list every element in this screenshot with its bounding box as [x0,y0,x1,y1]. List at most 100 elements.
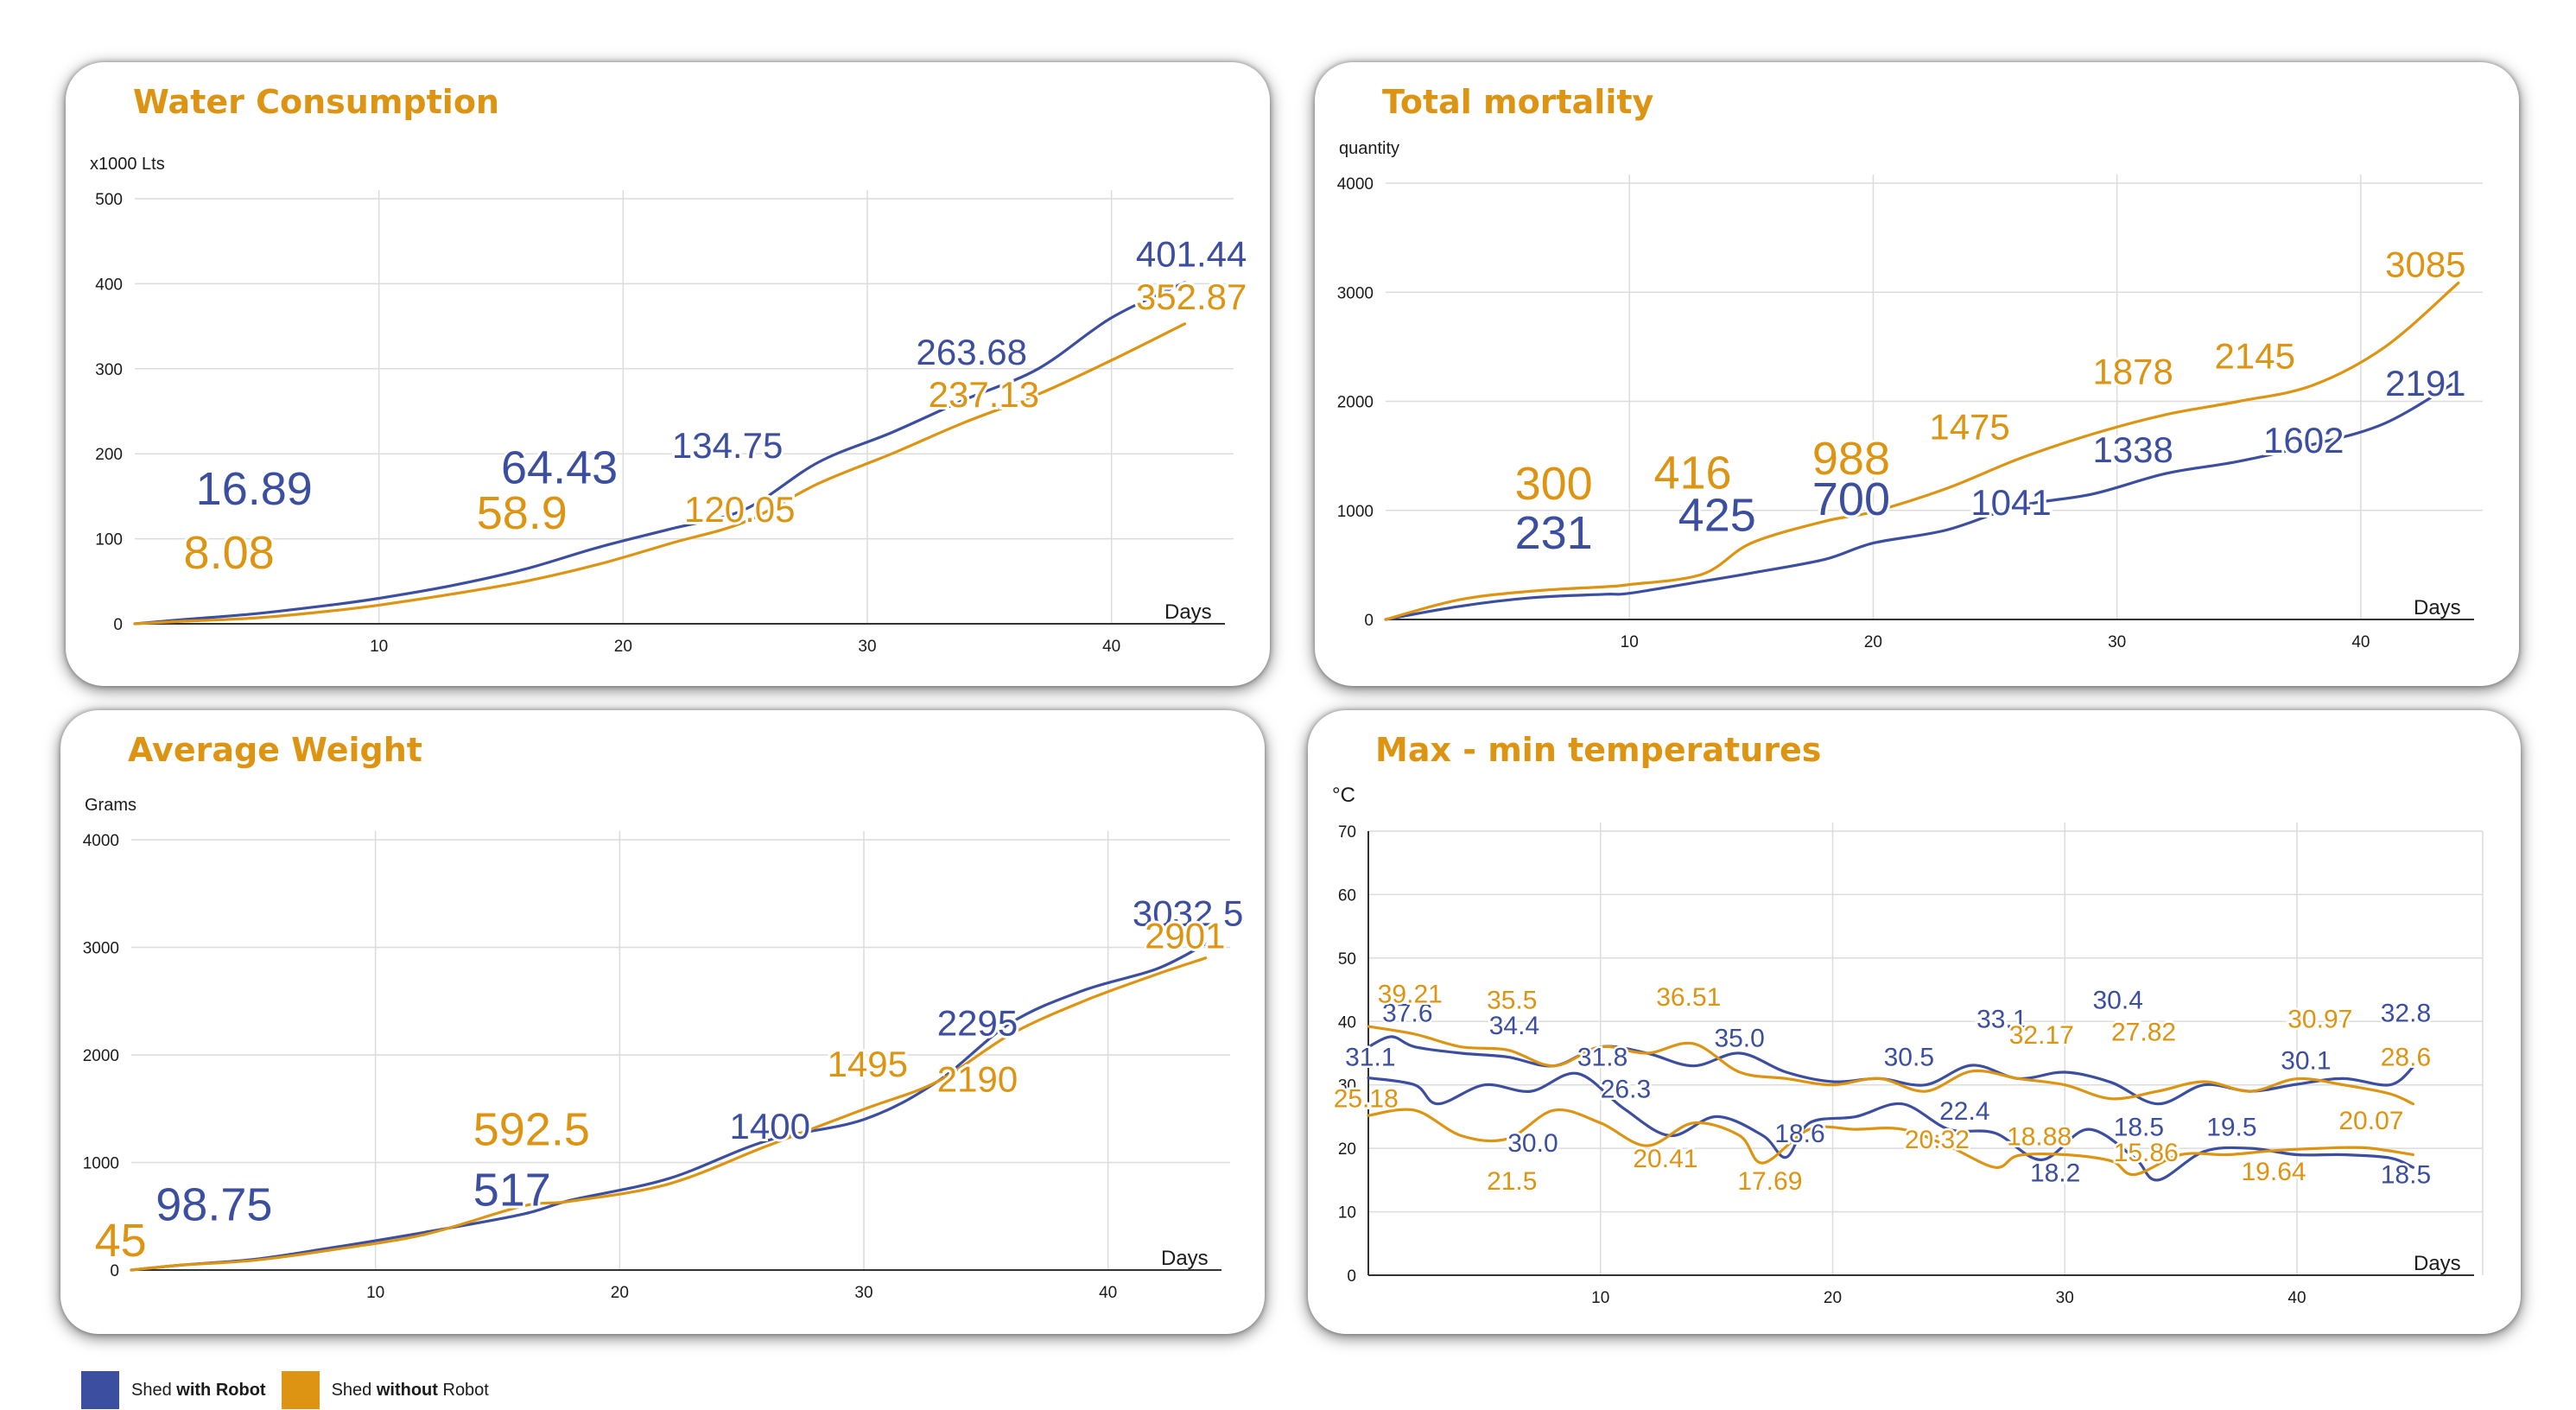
series-line-robot [1384,378,2460,621]
x-tick-label: 10 [370,638,388,656]
series-line-robot [133,281,1187,626]
x-tick-label: 40 [1102,638,1120,656]
y-tick-label: 3000 [1337,284,1374,302]
data-label-robot: 19.5 [2206,1113,2256,1141]
x-axis-label: Days [2414,596,2461,619]
y-tick-label: 40 [1338,1013,1356,1032]
data-label-robot: 31.1 [1345,1044,1395,1072]
data-label-robot: 30.1 [2281,1046,2331,1075]
legend-label-robot: Shed with Robot [131,1380,266,1400]
y-axis-label: °C [1332,784,1355,807]
water-consumption-panel: Water Consumption 0 100 200 300 400 500 10 20 30… [66,62,1270,686]
data-label-noRobot: 30.97 [2287,1006,2352,1034]
series-line-robot [1367,1071,2414,1182]
y-tick-label: 60 [1338,886,1356,905]
x-tick-label: 20 [1824,1289,1842,1307]
data-label-robot: 30.4 [2093,987,2143,1015]
data-label-robot: 35.0 [1714,1025,1764,1053]
data-label-robot: 26.3 [1601,1075,1651,1103]
data-label-noRobot: 300 [1515,458,1593,510]
series-line-noRobot [1367,1108,2414,1177]
water-consumption-chart: 0 100 200 300 400 500 10 20 30 40 x1000 Lts Days 16.… [90,155,1249,656]
y-axis-label: quantity [1339,139,1399,158]
x-tick-label: 10 [366,1284,384,1302]
x-tick-label: 30 [2056,1289,2074,1307]
data-label-robot: 18.6 [1774,1120,1824,1148]
y-tick-label: 200 [95,446,123,464]
data-label-robot: 34.4 [1489,1012,1539,1040]
series-line-noRobot [1367,1025,2414,1106]
data-label-noRobot: 36.51 [1656,983,1721,1012]
chart-title: Water Consumption [133,83,499,121]
data-label-robot: 1400 [730,1106,810,1146]
y-tick-label: 2000 [1337,394,1374,412]
data-label-robot: 37.6 [1382,999,1432,1027]
data-label-robot: 1041 [1970,482,2051,523]
data-label-noRobot: 237.13 [929,374,1039,415]
y-tick-label: 70 [1338,823,1356,842]
y-tick-label: 1000 [1337,503,1374,521]
legend-swatch-robot [81,1371,119,1409]
data-label-noRobot: 25.18 [1334,1084,1399,1113]
y-tick-label: 0 [113,616,123,634]
data-label-noRobot: 3085 [2385,245,2465,285]
data-label-robot: 3032.5 [1133,893,1243,934]
legend-item-no-robot: Shed without Robot [281,1371,489,1409]
data-label-noRobot: 32.17 [2009,1021,2074,1050]
data-label-noRobot: 20.07 [2338,1107,2403,1135]
average-weight-panel: Average Weight 0 1000 2000 3000 4000 10 20 30 40… [60,710,1265,1334]
total-mortality-panel: Total mortality 0 1000 2000 3000 4000 10 20 30 4… [1315,62,2519,686]
x-axis-label: Days [1164,600,1212,624]
data-label-robot: 30.0 [1507,1129,1558,1158]
legend-item-robot: Shed with Robot [81,1371,266,1409]
data-label-noRobot: 45 [95,1215,147,1267]
data-label-noRobot: 1495 [828,1044,908,1084]
data-label-noRobot: 988 [1812,433,1890,485]
data-label-robot: 64.43 [501,442,618,494]
series-line-noRobot [130,956,1208,1272]
data-label-robot: 98.75 [155,1179,272,1231]
data-label-robot: 18.5 [2114,1113,2164,1141]
data-label-robot: 22.4 [1939,1097,1989,1126]
data-label-robot: 231 [1515,507,1593,559]
data-label-noRobot: 1475 [1929,407,2009,448]
data-label-robot: 401.44 [1136,234,1247,275]
data-label-noRobot: 21.5 [1487,1167,1537,1196]
y-tick-label: 100 [95,531,123,549]
data-label-noRobot: 28.6 [2381,1044,2431,1072]
x-tick-label: 30 [854,1284,872,1302]
x-axis-label: Days [2414,1252,2461,1275]
y-tick-label: 2000 [83,1047,119,1065]
data-label-noRobot: 27.82 [2111,1018,2176,1046]
y-tick-label: 1000 [83,1155,119,1173]
data-label-robot: 30.5 [1884,1044,1934,1072]
legend-swatch-no-robot [281,1371,320,1409]
data-label-noRobot: 8.08 [184,527,275,579]
x-tick-label: 20 [1864,633,1882,651]
chart-title: Max - min temperatures [1375,731,1822,769]
y-axis-label: x1000 Lts [90,155,165,174]
data-label-noRobot: 2190 [937,1058,1018,1099]
x-tick-label: 40 [2351,633,2370,651]
data-label-noRobot: 19.64 [2242,1158,2306,1186]
data-label-robot: 1602 [2263,420,2344,460]
x-tick-label: 40 [2287,1289,2306,1307]
data-label-noRobot: 2901 [1145,916,1225,956]
data-label-robot: 31.8 [1577,1044,1627,1072]
legend-label-no-robot: Shed without Robot [331,1380,489,1400]
data-label-noRobot: 1878 [2092,351,2173,391]
data-label-robot: 134.75 [672,425,783,466]
data-label-robot: 18.5 [2381,1161,2431,1190]
y-tick-label: 300 [95,361,123,379]
data-label-robot: 2295 [937,1003,1018,1044]
y-tick-label: 50 [1338,950,1356,969]
data-label-noRobot: 39.21 [1378,980,1443,1008]
y-tick-label: 4000 [1337,175,1374,194]
data-label-robot: 18.2 [2030,1159,2080,1187]
y-tick-label: 10 [1338,1204,1356,1223]
y-tick-label: 400 [95,276,123,294]
x-tick-label: 10 [1621,633,1639,651]
y-tick-label: 0 [1364,612,1374,630]
y-tick-label: 30 [1338,1077,1356,1096]
data-label-noRobot: 20.41 [1633,1145,1697,1173]
